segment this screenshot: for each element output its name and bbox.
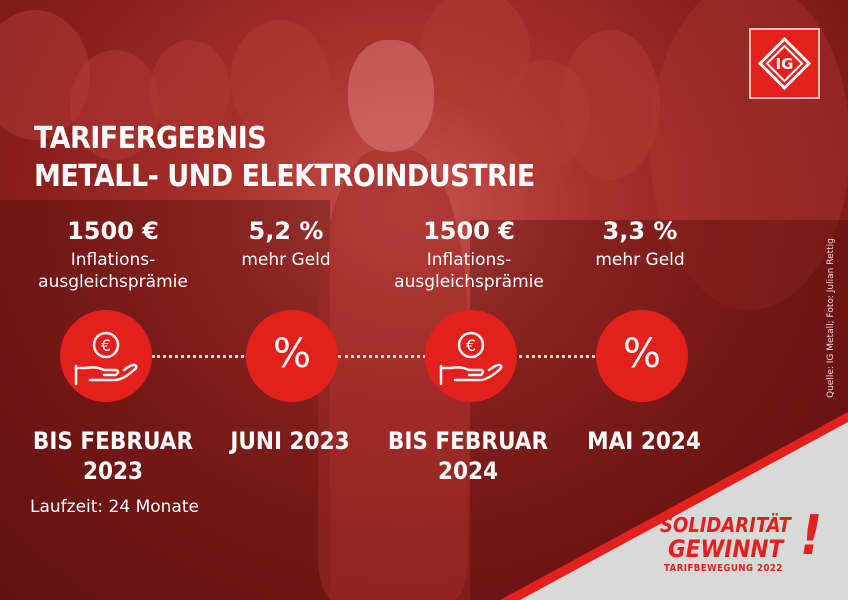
milestone-amount: 1500 €: [67, 217, 159, 245]
euro-hand-icon: €: [425, 310, 517, 402]
milestone-amount: 1500 €: [423, 217, 515, 245]
milestone-1-info: 1500 € Inflations- ausgleichsprämie: [23, 219, 203, 293]
timeline-connector: [519, 355, 595, 358]
milestone-desc: mehr Geld: [595, 250, 685, 270]
milestone-4-date: MAI 2024: [587, 427, 701, 455]
slogan-exclamation: !: [800, 504, 823, 567]
duration-label: Laufzeit: 24 Monate: [30, 497, 199, 517]
photo-credit: Quelle: IG Metall; Foto: Julian Rettig: [826, 238, 836, 398]
svg-text:€: €: [466, 336, 476, 355]
milestone-3-info: 1500 € Inflations- ausgleichsprämie: [379, 219, 559, 293]
milestone-2-date: JUNI 2023: [230, 427, 350, 455]
milestone-amount: 5,2 %: [248, 217, 324, 245]
milestone-desc: Inflations- ausgleichsprämie: [38, 250, 188, 292]
percent-icon: %: [596, 310, 688, 402]
milestone-1-date: BIS FEBRUAR 2023: [32, 427, 194, 485]
title-line-1: TARIFERGEBNIS: [34, 121, 267, 156]
svg-text:€: €: [101, 336, 111, 355]
milestone-2-info: 5,2 % mehr Geld: [196, 219, 376, 271]
slogan-line-2: GEWINNT: [668, 535, 784, 563]
euro-hand-icon: €: [60, 310, 152, 402]
milestone-desc: mehr Geld: [241, 250, 331, 270]
ig-metall-logo: IG: [749, 28, 820, 99]
milestone-amount: 3,3 %: [602, 217, 678, 245]
slogan-line-3: TARIFBEWEGUNG 2022: [664, 563, 783, 574]
timeline-connector: [338, 355, 426, 358]
title-line-2: METALL- UND ELEKTROINDUSTRIE: [34, 159, 535, 194]
milestone-4-info: 3,3 % mehr Geld: [550, 219, 730, 271]
svg-text:IG: IG: [776, 55, 794, 73]
milestone-3-date: BIS FEBRUAR 2024: [387, 427, 549, 485]
percent-icon: %: [246, 310, 338, 402]
slogan-line-1: SOLIDARITÄT: [660, 513, 791, 537]
timeline-connector: [152, 355, 244, 358]
milestone-desc: Inflations- ausgleichsprämie: [394, 250, 544, 292]
